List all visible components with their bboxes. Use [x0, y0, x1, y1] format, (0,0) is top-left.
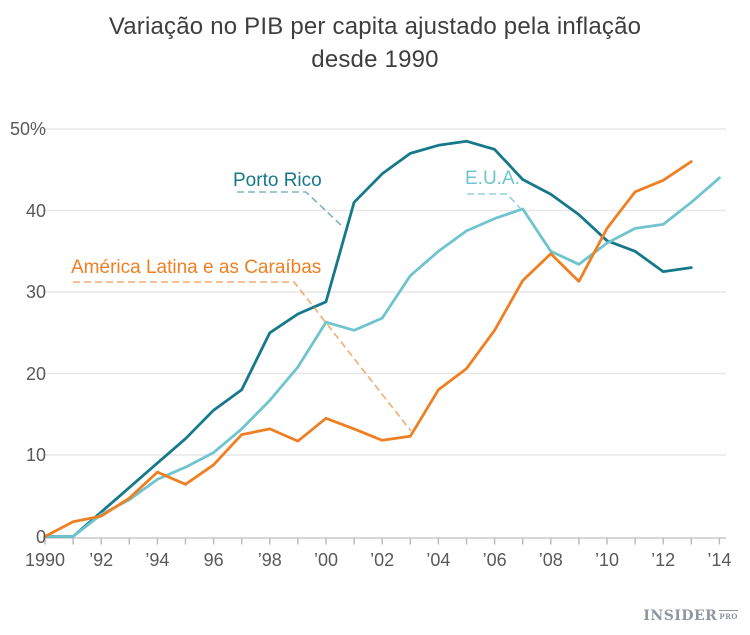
x-tick-label-1998: ’98	[257, 550, 282, 570]
y-tick-label-0: 0	[35, 526, 46, 547]
x-tick-label-2006: ’06	[482, 550, 507, 570]
america-latina-leader-line	[73, 281, 412, 432]
y-tick-label-50%: 50%	[9, 119, 46, 139]
x-tick-label-2008: ’08	[538, 550, 563, 570]
y-tick-label-40: 40	[25, 200, 46, 221]
x-axis	[43, 537, 726, 545]
x-tick-label-1994: ’94	[145, 550, 170, 570]
porto-rico-leader-line	[237, 191, 345, 229]
eua-label: E.U.A.	[465, 168, 520, 189]
x-tick-label-1990: 1990	[24, 550, 66, 570]
x-tick-label-2000: ’00	[313, 550, 339, 570]
insider-pro-logo: INSIDER PRO	[643, 608, 738, 624]
series-line-1	[43, 176, 721, 538]
logo-sub-text: PRO	[719, 610, 738, 621]
y-tick-label-10: 10	[25, 445, 46, 465]
x-tick-label-2014: ’14	[707, 550, 732, 570]
series-line-2	[43, 160, 693, 538]
label-leader-lines	[73, 191, 521, 432]
eua-leader-line	[467, 193, 521, 209]
x-tick-label-2010: ’10	[594, 550, 620, 570]
y-tick-label-20: 20	[25, 363, 46, 384]
x-tick-label-2002: ’02	[370, 550, 395, 570]
gridlines	[43, 128, 726, 456]
y-tick-label-30: 30	[25, 282, 46, 302]
porto-rico-label: Porto Rico	[233, 170, 322, 191]
series-lines	[43, 139, 721, 538]
x-tick-label-2012: ’12	[651, 550, 676, 570]
series-line-0	[43, 139, 693, 538]
chart-title-line2: desde 1990	[311, 46, 439, 73]
x-tick-label-1992: ’92	[89, 550, 114, 570]
x-tick-label-2004: ’04	[426, 550, 451, 570]
chart-title-line1: Variação no PIB per capita ajustado pela…	[108, 13, 642, 40]
x-tick-label-1996: 96	[203, 550, 224, 570]
chart-title: Variação no PIB per capita ajustado pela…	[0, 10, 750, 76]
america-latina-label: América Latina e as Caraíbas	[71, 257, 322, 278]
logo-main-text: INSIDER	[643, 608, 718, 624]
